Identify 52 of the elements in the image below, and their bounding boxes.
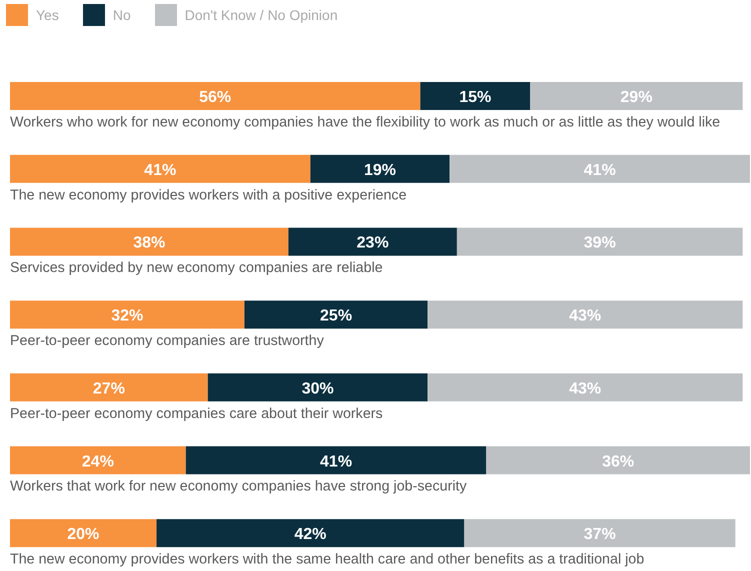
legend-label: Yes (36, 7, 59, 23)
data-label: 27% (92, 380, 125, 398)
bar (450, 154, 750, 183)
bar (10, 154, 310, 183)
bar (186, 446, 486, 474)
bar (456, 228, 743, 256)
bar (10, 300, 244, 329)
bar (244, 300, 428, 329)
data-label: 24% (82, 453, 114, 470)
data-label: 56% (199, 89, 232, 106)
y-tick-label: Workers who work for new economy companies have the flexibility to work as much or as little as they would like (10, 114, 720, 130)
data-label: 32% (111, 308, 144, 325)
bar (208, 373, 428, 402)
bar (486, 446, 750, 474)
bar (288, 228, 457, 256)
y-tick-label: Workers that work for new economy companies have strong job-security (10, 478, 468, 495)
bar (428, 300, 743, 329)
data-label: 43% (569, 308, 602, 325)
bar (428, 373, 743, 402)
y-tick-label: Peer-to-peer economy companies care about their workers (10, 406, 383, 422)
data-label: 25% (320, 308, 352, 325)
bar (530, 82, 743, 110)
y-tick-label: The new economy provides workers with a positive experience (10, 187, 407, 204)
data-label: 41% (320, 453, 352, 470)
legend-label: Don't Know / No Opinion (184, 7, 338, 23)
legend-label: No (112, 7, 131, 23)
data-label: 20% (67, 526, 100, 544)
data-label: 39% (584, 234, 616, 252)
data-label: 42% (294, 526, 326, 544)
data-label: 41% (584, 162, 616, 179)
data-label: 43% (569, 380, 602, 398)
data-label: 29% (620, 89, 652, 106)
y-tick-label: The new economy provides workers with the same health care and other benefits as a traditional job (10, 552, 644, 568)
y-tick-label: Services provided by new economy companies are reliable (10, 260, 383, 276)
data-label: 30% (302, 380, 334, 398)
data-label: 36% (602, 453, 634, 470)
bar (10, 446, 186, 474)
bar (464, 519, 736, 548)
bar (10, 228, 288, 256)
data-label: 19% (364, 162, 396, 179)
data-label: 15% (459, 89, 492, 106)
data-label: 37% (584, 526, 616, 544)
data-label: 23% (356, 234, 389, 252)
bar (10, 373, 208, 402)
bar (10, 519, 157, 548)
bar (10, 82, 420, 110)
bar (420, 82, 530, 110)
bar (310, 154, 450, 183)
data-label: 38% (133, 234, 166, 252)
y-tick-label: Peer-to-peer economy companies are trustworthy (10, 333, 325, 349)
bar (156, 519, 464, 548)
data-label: 41% (144, 162, 176, 179)
